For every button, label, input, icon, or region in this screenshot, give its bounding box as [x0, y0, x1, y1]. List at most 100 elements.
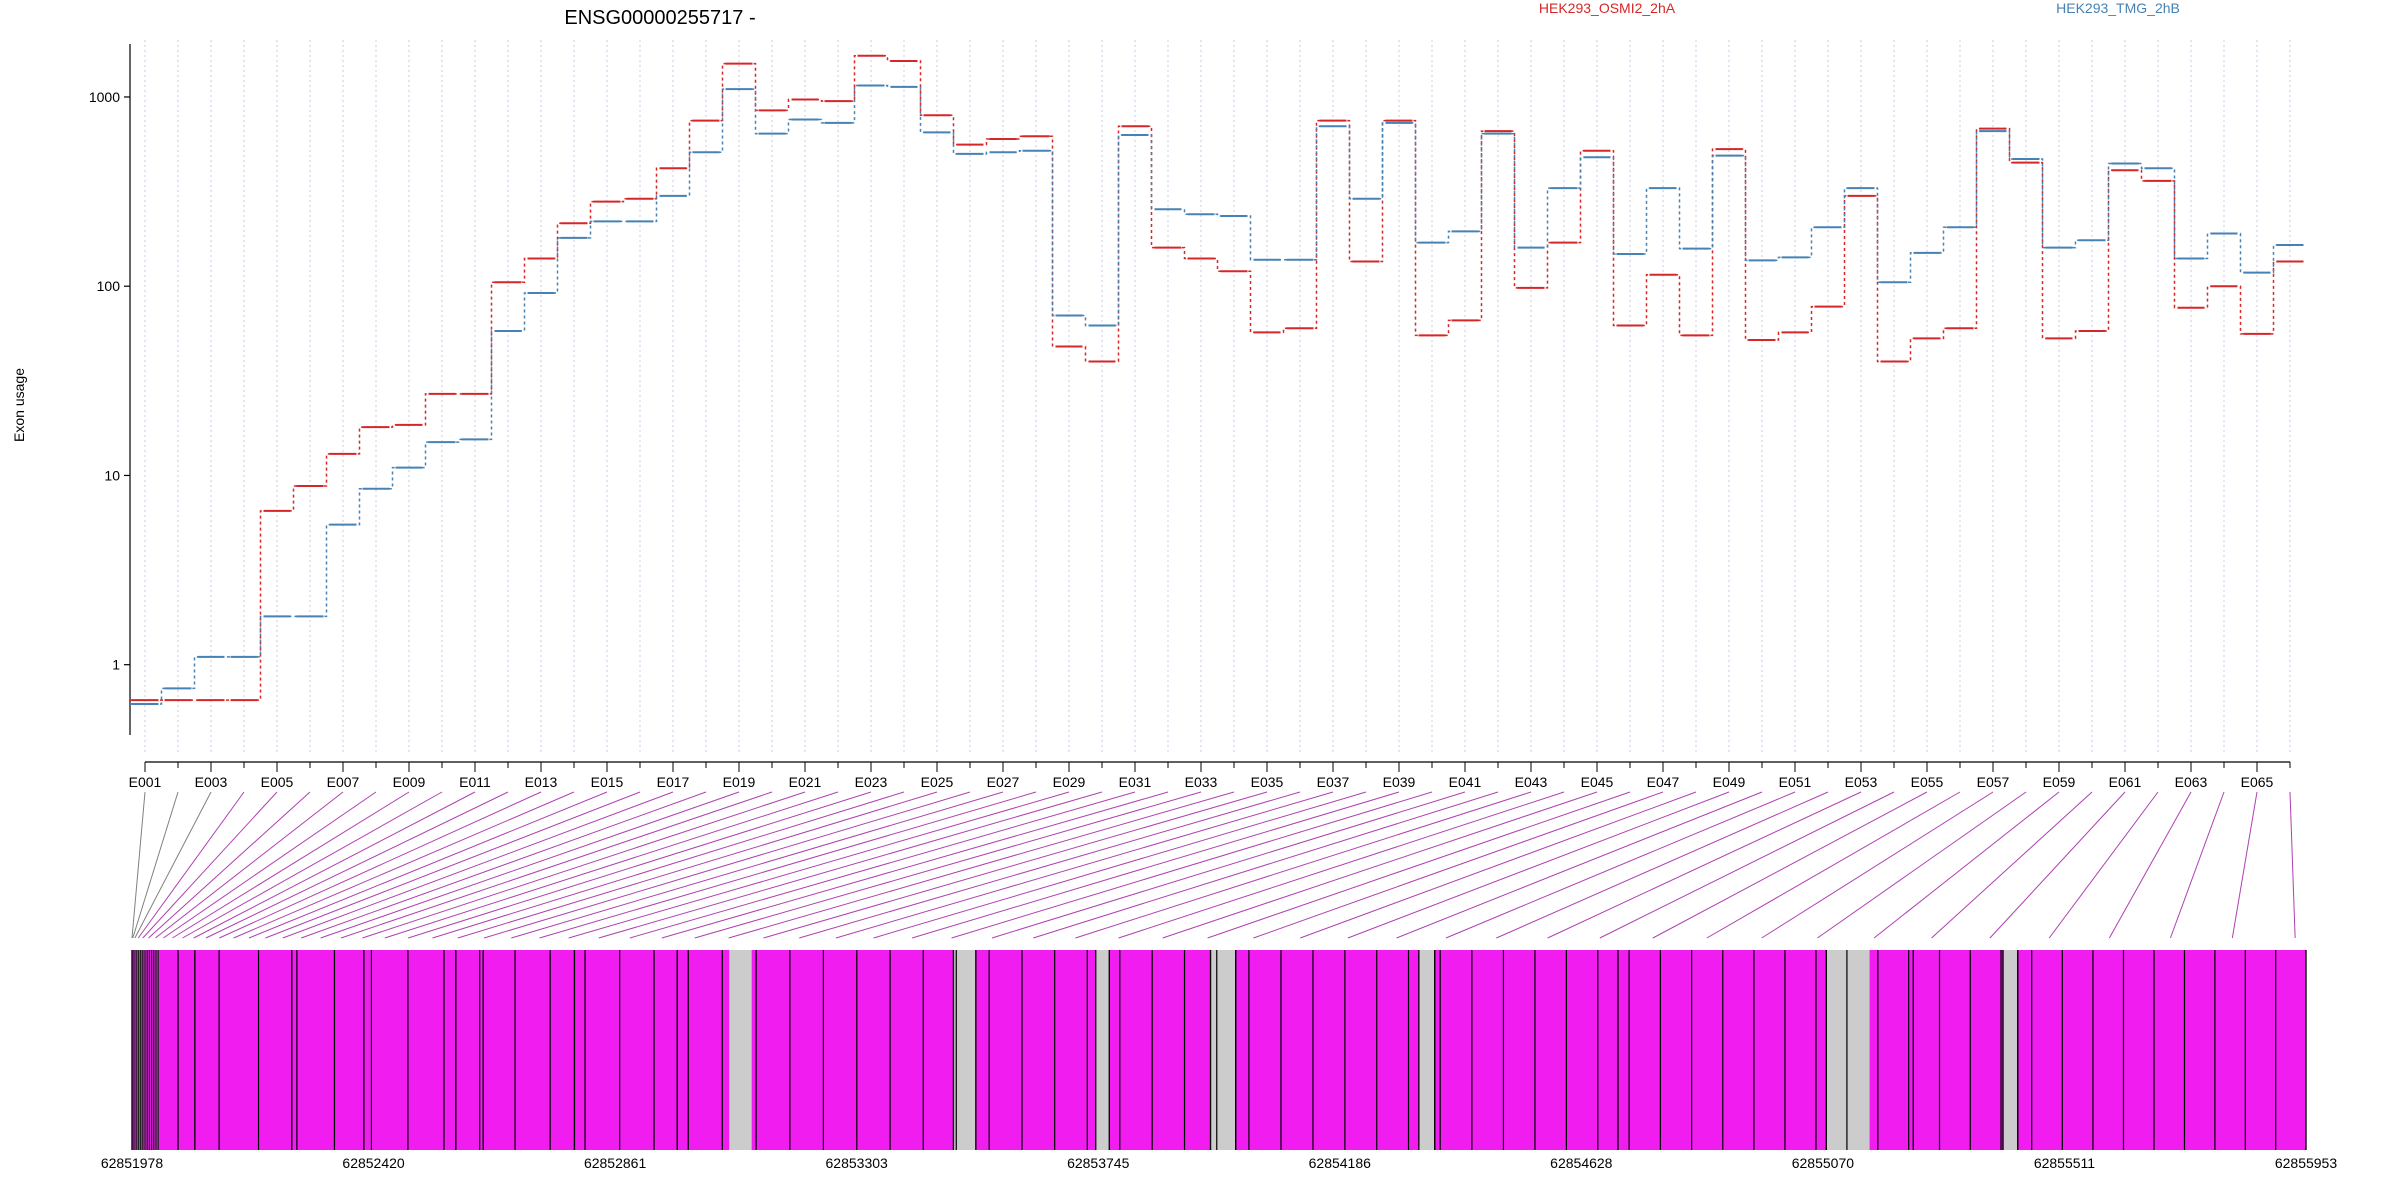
x-tick-label: E043 [1515, 774, 1548, 790]
exon-connector [384, 791, 839, 939]
exon-connector [1075, 791, 1532, 939]
exon-connector [1396, 791, 1763, 939]
x-tick-label: E033 [1185, 774, 1218, 790]
exon-connector [408, 791, 872, 939]
intron-block [1095, 950, 1110, 1150]
exon-connector [483, 791, 971, 939]
x-tick-label: E029 [1053, 774, 1086, 790]
exon-connector [991, 791, 1466, 939]
exon-connector [193, 791, 476, 939]
exon-connector [539, 791, 1037, 939]
exon-connector [1253, 791, 1664, 939]
genomic-coordinate-axis: 62851978 62852420 62852861 62853303 62853745… [101, 1155, 2338, 1171]
x-tick-label: E021 [789, 774, 822, 790]
exon-connector [219, 791, 542, 939]
exon-connector [1599, 791, 1895, 939]
exon-connector [148, 791, 311, 939]
y-tick-label: 10 [104, 467, 120, 483]
exon-connector [131, 791, 146, 939]
exon-connector [340, 791, 773, 939]
exon-connector [182, 791, 443, 939]
x-tick-label: E049 [1713, 774, 1746, 790]
x-tick-label: E039 [1383, 774, 1416, 790]
exon-connector [1706, 791, 1961, 939]
exon-connector [282, 791, 674, 939]
x-tick-label: E053 [1845, 774, 1878, 790]
exon-connector [2289, 791, 2296, 939]
exon-connector-lines [131, 791, 2296, 939]
x-tick-label: E037 [1317, 774, 1350, 790]
genomic-tick-label: 62853745 [1067, 1155, 1130, 1171]
exon-connector [2231, 791, 2258, 939]
intron-block [953, 950, 976, 1150]
exon-connector [248, 791, 608, 939]
x-tick-label: E047 [1647, 774, 1680, 790]
exon-connector [661, 791, 1169, 939]
x-tick-label: E045 [1581, 774, 1614, 790]
exon-connector [835, 791, 1334, 939]
x-tick-label: E013 [525, 774, 558, 790]
exon-connector [134, 791, 212, 939]
data-series [130, 54, 2304, 705]
intron-block [2003, 950, 2018, 1150]
x-tick-label: E059 [2043, 774, 2076, 790]
exon-connector [1162, 791, 1598, 939]
x-tick-label: E007 [327, 774, 360, 790]
genomic-tick-label: 62854186 [1309, 1155, 1372, 1171]
exon-connector [1118, 791, 1565, 939]
exon-connector [511, 791, 1004, 939]
legend-entry-osmi2: HEK293_OSMI2_2hA [1539, 0, 1676, 16]
x-tick-label: E001 [129, 774, 162, 790]
vertical-gridlines [144, 40, 2291, 752]
x-tick-label: E011 [459, 774, 491, 790]
series-line-osmi2 [130, 55, 2300, 701]
x-tick-label: E005 [261, 774, 294, 790]
exon-connector [233, 791, 575, 939]
exon-connector [132, 791, 179, 939]
x-tick-label: E063 [2175, 774, 2208, 790]
x-tick-label: E015 [591, 774, 624, 790]
exon-connector [728, 791, 1235, 939]
exon-connector [1347, 791, 1730, 939]
exon-connector [137, 791, 245, 939]
exon-connector [2048, 791, 2159, 939]
exon-connector [1445, 791, 1796, 939]
gene-model-track [131, 950, 2307, 1150]
chart-title: ENSG00000255717 - [564, 7, 755, 29]
exon-connector [1547, 791, 1862, 939]
exon-connector [320, 791, 740, 939]
exon-connector [1300, 791, 1697, 939]
exon-connector [142, 791, 278, 939]
exon-connector [2169, 791, 2225, 939]
exon-connector [629, 791, 1136, 939]
exon-connector [694, 791, 1202, 939]
y-tick-label: 1 [112, 657, 120, 673]
exon-connector [301, 791, 707, 939]
genomic-tick-label: 62851978 [101, 1155, 164, 1171]
x-tick-label: E027 [987, 774, 1020, 790]
x-tick-label: E057 [1977, 774, 2010, 790]
exon-connector [1761, 791, 1994, 939]
exon-connector [951, 791, 1433, 939]
genomic-tick-label: 62852861 [584, 1155, 647, 1171]
x-tick-label: E041 [1449, 774, 1482, 790]
genomic-tick-label: 62854628 [1550, 1155, 1613, 1171]
exon-connector [2108, 791, 2192, 939]
exon-connector [265, 791, 641, 939]
x-tick-label: E025 [921, 774, 954, 790]
exon-connector [1033, 791, 1499, 939]
exon-connector [1989, 791, 2126, 939]
x-tick-label: E061 [2109, 774, 2142, 790]
exon-connector [873, 791, 1367, 939]
y-tick-label: 1000 [89, 89, 120, 105]
plot-axes: 1 10 100 1000 E001 E003 E005 E007 E009 E011 E013 E0… [89, 44, 2291, 790]
exon-connector [568, 791, 1070, 939]
exon-connector [457, 791, 938, 939]
x-tick-label: E035 [1251, 774, 1284, 790]
exon-connector [155, 791, 344, 939]
exon-connector [911, 791, 1400, 939]
genomic-tick-label: 62855511 [2034, 1155, 2095, 1171]
exon-connector [432, 791, 905, 939]
exon-connector [799, 791, 1301, 939]
